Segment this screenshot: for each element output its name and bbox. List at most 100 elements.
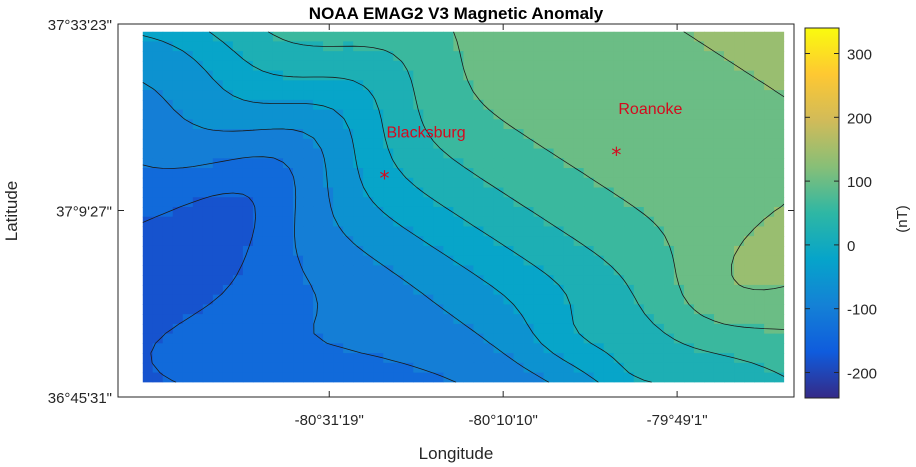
contour-fill-cell [252, 119, 264, 130]
contour-fill-cell [192, 206, 204, 218]
contour-fill-cell [373, 372, 384, 383]
contour-fill-cell [513, 362, 525, 374]
contour-fill-cell [603, 275, 615, 286]
contour-fill-cell [453, 197, 464, 208]
contour-fill-cell [613, 60, 625, 72]
contour-fill-cell [583, 314, 595, 325]
contour-fill-cell [593, 236, 605, 247]
contour-fill-cell [643, 177, 655, 189]
contour-fill-cell [202, 129, 214, 140]
contour-fill-cell [313, 255, 324, 267]
contour-fill-cell [212, 236, 224, 247]
contour-fill-cell [162, 265, 174, 276]
contour-fill-cell [443, 372, 454, 383]
contour-fill-cell [673, 109, 685, 120]
contour-fill-cell [172, 187, 184, 198]
contour-fill-cell [774, 275, 785, 286]
contour-fill-cell [653, 99, 665, 111]
contour-fill-cell [453, 60, 464, 72]
contour-fill-cell [754, 138, 765, 150]
contour-fill-cell [553, 216, 565, 228]
contour-fill-cell [182, 119, 194, 130]
contour-fill-cell [252, 158, 264, 169]
contour-fill-cell [353, 129, 364, 140]
contour-fill-cell [142, 284, 154, 296]
contour-fill-cell [252, 99, 264, 111]
contour-fill-cell [313, 265, 324, 276]
contour-fill-cell [303, 187, 314, 198]
contour-fill-cell [303, 41, 314, 52]
contour-fill-cell [413, 187, 424, 198]
contour-fill-cell [373, 245, 384, 257]
contour-fill-cell [242, 51, 254, 62]
contour-fill-cell [573, 60, 585, 72]
contour-fill-cell [192, 304, 204, 315]
contour-fill-cell [723, 216, 735, 228]
contour-fill-cell [293, 60, 304, 72]
contour-fill-cell [473, 323, 485, 335]
contour-fill-cell [703, 216, 715, 228]
contour-fill-cell [734, 129, 745, 140]
contour-fill-cell [453, 99, 464, 111]
contour-fill-cell [633, 158, 645, 169]
contour-fill-cell [513, 90, 525, 101]
contour-fill-cell [754, 129, 765, 140]
contour-fill-cell [744, 109, 755, 120]
contour-fill-cell [323, 206, 334, 218]
contour-fill-cell [463, 294, 475, 305]
contour-fill-cell [623, 197, 635, 208]
contour-fill-cell [523, 343, 535, 354]
contour-fill-cell [413, 109, 424, 120]
contour-fill-cell [182, 265, 194, 276]
contour-fill-cell [493, 148, 505, 159]
contour-fill-cell [423, 31, 434, 43]
contour-fill-cell [633, 90, 645, 101]
contour-fill-cell [553, 245, 565, 257]
contour-fill-cell [473, 284, 485, 296]
contour-fill-cell [573, 70, 585, 81]
city-label: Blacksburg [386, 125, 465, 142]
contour-fill-cell [303, 158, 314, 169]
contour-fill-cell [563, 177, 575, 189]
contour-fill-cell [172, 80, 184, 91]
contour-fill-cell [523, 226, 535, 237]
contour-fill-cell [744, 353, 755, 364]
contour-fill-cell [533, 236, 545, 247]
contour-fill-cell [323, 323, 334, 335]
contour-fill-cell [393, 275, 404, 286]
contour-fill-cell [483, 158, 495, 169]
contour-fill-cell [543, 158, 555, 169]
contour-fill-cell [373, 60, 384, 72]
contour-fill-cell [643, 158, 655, 169]
contour-fill-cell [142, 216, 154, 228]
contour-fill-cell [463, 109, 475, 120]
contour-fill-cell [764, 333, 775, 344]
contour-fill-cell [523, 323, 535, 335]
contour-fill-cell [663, 31, 675, 43]
contour-fill-cell [513, 31, 525, 43]
contour-fill-cell [323, 31, 334, 43]
contour-fill-cell [172, 119, 184, 130]
contour-fill-cell [543, 60, 555, 72]
contour-fill-cell [262, 158, 274, 169]
contour-fill-cell [593, 119, 605, 130]
contour-fill-cell [393, 80, 404, 91]
contour-fill-cell [493, 70, 505, 81]
x-axis-label: Longitude [419, 444, 494, 463]
contour-fill-cell [573, 265, 585, 276]
contour-fill-cell [232, 362, 244, 374]
contour-fill-cell [403, 197, 414, 208]
contour-fill-cell [313, 109, 324, 120]
contour-fill-cell [222, 158, 234, 169]
contour-fill-cell [573, 158, 585, 169]
contour-fill-cell [543, 236, 555, 247]
contour-fill-cell [363, 304, 374, 315]
contour-fill-cell [643, 206, 655, 218]
contour-fill-cell [232, 197, 244, 208]
contour-fill-cell [493, 353, 505, 364]
contour-fill-cell [764, 41, 775, 52]
contour-fill-cell [272, 138, 284, 150]
contour-fill-cell [293, 80, 304, 91]
contour-fill-cell [483, 168, 495, 179]
contour-fill-cell [764, 109, 775, 120]
